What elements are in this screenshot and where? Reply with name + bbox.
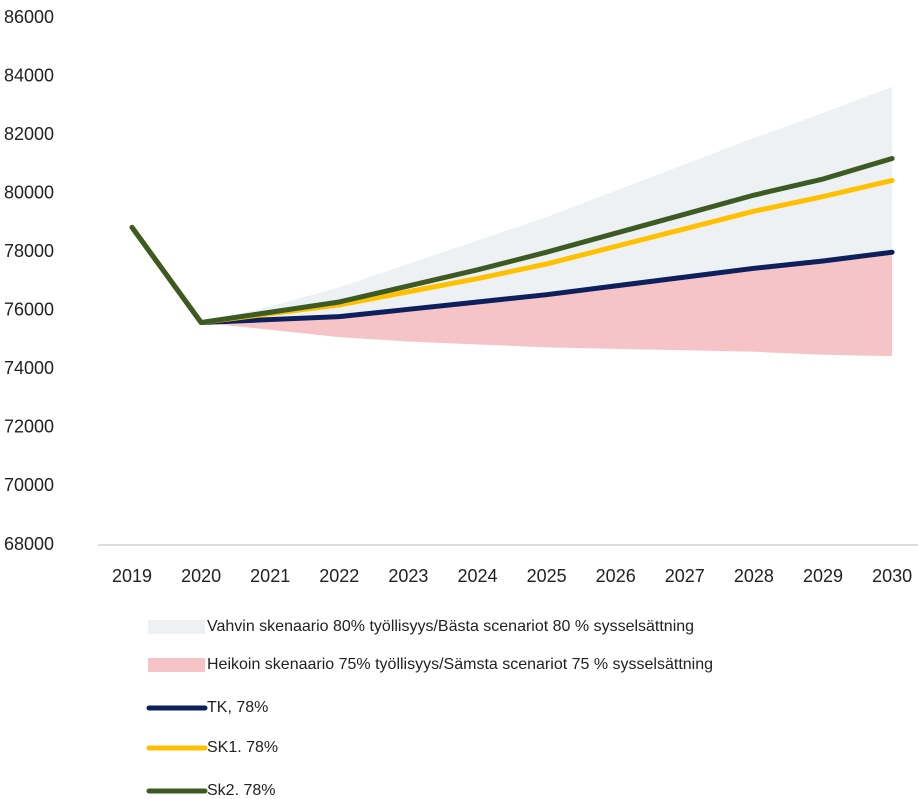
area-band bbox=[201, 252, 893, 357]
x-tick-label: 2026 bbox=[596, 566, 636, 586]
x-tick-label: 2021 bbox=[250, 566, 290, 586]
y-tick-label: 74000 bbox=[4, 358, 54, 378]
legend-label: Vahvin skenaario 80% työllisyys/Bästa sc… bbox=[207, 618, 694, 635]
legend-label: Sk2. 78% bbox=[207, 782, 275, 799]
x-tick-label: 2027 bbox=[665, 566, 705, 586]
y-tick-label: 72000 bbox=[4, 417, 54, 437]
series-line bbox=[129, 156, 895, 325]
y-tick-label: 82000 bbox=[4, 124, 54, 144]
x-tick-label: 2025 bbox=[527, 566, 567, 586]
x-tick-label: 2022 bbox=[319, 566, 359, 586]
legend-swatch bbox=[148, 620, 205, 634]
y-tick-label: 80000 bbox=[4, 182, 54, 202]
x-tick-label: 2030 bbox=[872, 566, 912, 586]
y-tick-label: 70000 bbox=[4, 475, 54, 495]
x-tick-label: 2028 bbox=[734, 566, 774, 586]
y-tick-label: 68000 bbox=[4, 534, 54, 554]
series-line bbox=[129, 224, 895, 325]
x-tick-label: 2019 bbox=[112, 566, 152, 586]
legend-label: SK1. 78% bbox=[207, 739, 278, 756]
area-band bbox=[201, 86, 893, 323]
x-tick-label: 2024 bbox=[457, 566, 497, 586]
y-tick-label: 78000 bbox=[4, 241, 54, 261]
x-tick-label: 2023 bbox=[388, 566, 428, 586]
legend-swatch bbox=[148, 658, 205, 672]
legend-label: Heikoin skenaario 75% työllisyys/Sämsta … bbox=[207, 656, 713, 673]
x-tick-label: 2029 bbox=[803, 566, 843, 586]
y-tick-label: 76000 bbox=[4, 300, 54, 320]
legend-label: TK, 78% bbox=[207, 699, 268, 716]
y-tick-label: 86000 bbox=[4, 7, 54, 27]
x-tick-label: 2020 bbox=[181, 566, 221, 586]
y-tick-label: 84000 bbox=[4, 65, 54, 85]
